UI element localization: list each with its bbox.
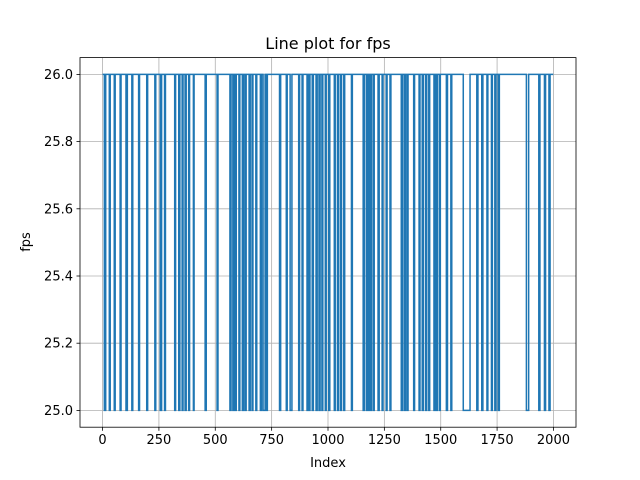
x-tick-label: 0 xyxy=(98,433,106,448)
x-tick-label: 2000 xyxy=(537,433,570,448)
x-axis: 0 250 500 750 1000 1250 1500 1750 2000 xyxy=(98,427,570,448)
x-tick-label: 1750 xyxy=(481,433,514,448)
x-axis-label: Index xyxy=(310,456,346,471)
y-tick-label: 25.0 xyxy=(44,404,73,419)
data-layer xyxy=(102,73,554,412)
y-tick-label: 25.6 xyxy=(44,202,73,217)
y-axis-label: fps xyxy=(19,232,34,252)
y-axis: 25.0 25.2 25.4 25.6 25.8 26.0 xyxy=(44,68,80,419)
x-tick-label: 1250 xyxy=(368,433,401,448)
fps-series-line xyxy=(102,73,554,412)
y-tick-label: 26.0 xyxy=(44,68,73,83)
x-tick-label: 1500 xyxy=(424,433,457,448)
x-tick-label: 750 xyxy=(259,433,284,448)
x-tick-label: 500 xyxy=(203,433,228,448)
y-tick-label: 25.2 xyxy=(44,337,73,352)
x-tick-label: 1000 xyxy=(311,433,344,448)
y-tick-label: 25.8 xyxy=(44,135,73,150)
x-tick-label: 250 xyxy=(146,433,171,448)
y-tick-label: 25.4 xyxy=(44,270,73,285)
chart-title: Line plot for fps xyxy=(265,34,390,53)
